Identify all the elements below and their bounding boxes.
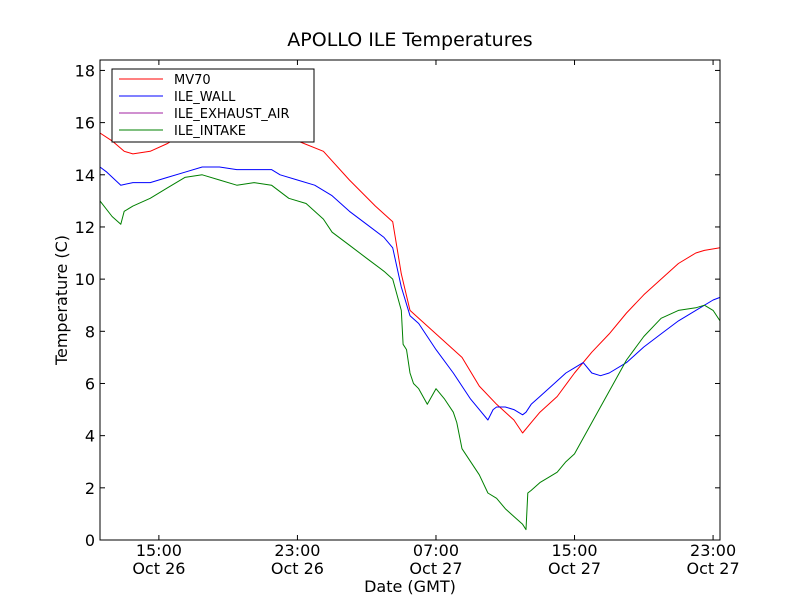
- y-tick-label: 10: [75, 270, 95, 289]
- y-tick-label: 12: [75, 218, 95, 237]
- x-tick-date-label: Oct 26: [132, 559, 185, 578]
- y-tick-label: 16: [75, 114, 95, 133]
- x-tick-time-label: 15:00: [551, 541, 597, 560]
- y-tick-label: 4: [85, 427, 95, 446]
- y-tick-label: 0: [85, 531, 95, 550]
- legend-label-mv70: MV70: [174, 73, 211, 88]
- y-tick-label: 6: [85, 374, 95, 393]
- x-tick-date-label: Oct 27: [687, 559, 740, 578]
- legend-label-ile-wall: ILE_WALL: [174, 90, 236, 105]
- y-tick-label: 14: [75, 166, 95, 185]
- y-axis-title: Temperature (C): [52, 235, 71, 366]
- legend-label-ile-exhaust-air: ILE_EXHAUST_AIR: [174, 107, 290, 122]
- x-axis-title: Date (GMT): [364, 577, 456, 596]
- series-line-ile-wall: [99, 166, 721, 421]
- x-tick-time-label: 23:00: [274, 541, 320, 560]
- x-tick-time-label: 15:00: [136, 541, 182, 560]
- x-tick-date-label: Oct 27: [548, 559, 601, 578]
- x-tick-date-label: Oct 27: [409, 559, 462, 578]
- plot-frame: [99, 59, 721, 541]
- series-line-ile-intake: [99, 174, 721, 531]
- legend-label-ile-intake: ILE_INTAKE: [174, 124, 246, 139]
- x-tick-time-label: 07:00: [413, 541, 459, 560]
- y-tick-label: 8: [85, 322, 95, 341]
- chart-title: APOLLO ILE Temperatures: [287, 29, 532, 51]
- x-tick-date-label: Oct 26: [271, 559, 324, 578]
- x-tick-time-label: 23:00: [690, 541, 736, 560]
- legend: MV70 ILE_WALL ILE_EXHAUST_AIR ILE_INTAKE: [111, 68, 315, 143]
- y-tick-label: 2: [85, 479, 95, 498]
- y-tick-label: 18: [75, 61, 95, 80]
